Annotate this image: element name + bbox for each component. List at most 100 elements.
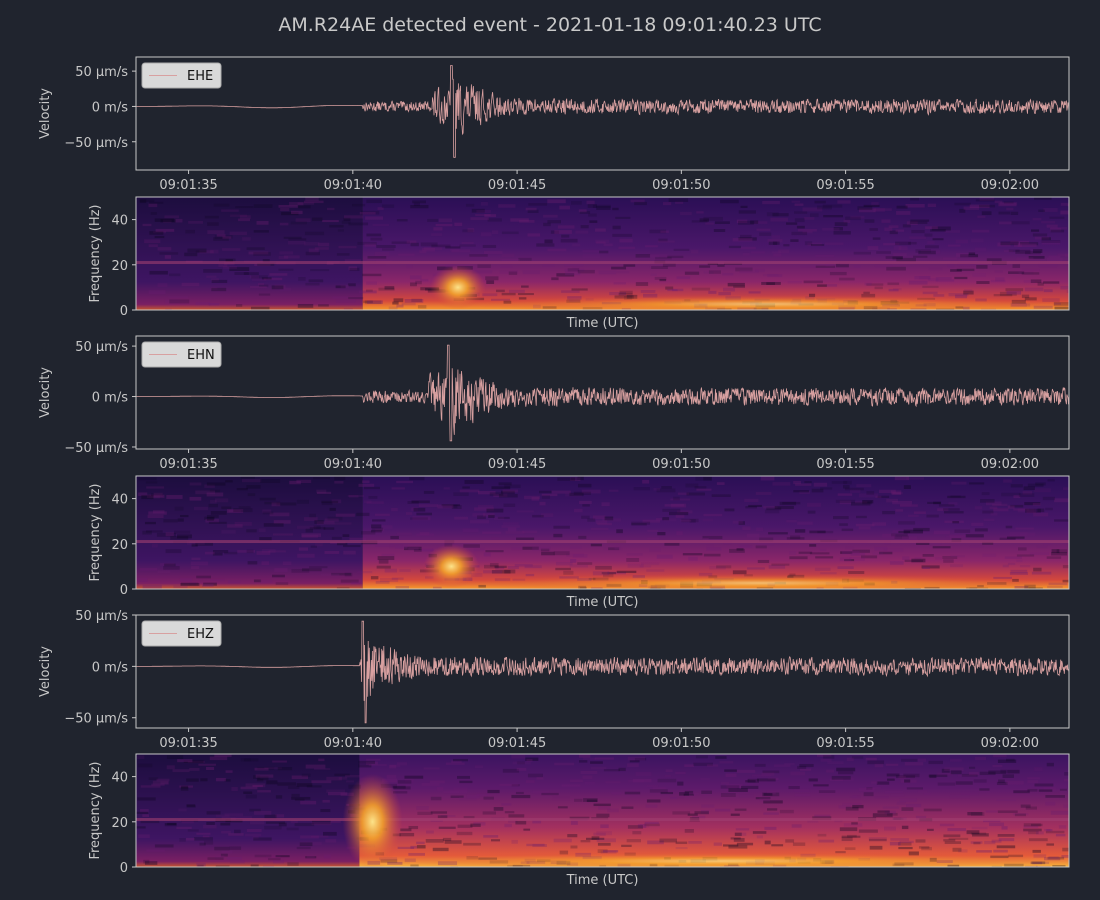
spectrogram-texture	[957, 774, 977, 777]
spectrogram-texture	[783, 244, 790, 247]
spectrogram-texture	[408, 825, 419, 830]
spectrogram-texture	[210, 287, 218, 290]
spectrogram-texture	[251, 278, 267, 282]
spectrogram-texture	[413, 507, 426, 512]
spectrogram-texture	[304, 517, 318, 522]
spectrogram-texture	[204, 215, 219, 219]
spectrogram-texture	[982, 541, 994, 545]
spectrogram-texture	[410, 282, 417, 287]
spectrogram-texture	[877, 495, 890, 498]
spectrogram-texture	[372, 519, 386, 522]
spectrogram-texture	[264, 825, 282, 830]
spectrogram-texture	[283, 255, 300, 259]
y-axis-label: Velocity	[38, 367, 53, 418]
spectrogram-texture	[269, 512, 290, 517]
spectrogram-texture	[586, 799, 598, 803]
spectrogram-texture	[1044, 828, 1051, 832]
spectrogram-texture	[990, 279, 1006, 283]
spectrogram-texture	[336, 542, 348, 546]
spectrogram-texture	[916, 542, 930, 545]
spectrogram-texture	[684, 764, 695, 767]
spectrogram-texture	[580, 225, 589, 229]
spectrogram-texture	[277, 767, 293, 771]
spectrogram-texture	[1013, 495, 1021, 499]
spectrogram-texture	[884, 227, 893, 232]
spectrogram-texture	[595, 228, 606, 232]
spectrogram-texture	[204, 484, 215, 488]
spectrogram-texture	[274, 568, 288, 572]
spectrogram-texture	[915, 839, 926, 843]
spectrogram-texture	[858, 788, 875, 792]
spectrogram-texture	[301, 533, 321, 537]
spectrogram-texture	[247, 561, 258, 565]
y-tick-label: 20	[111, 259, 128, 274]
spectrogram-texture	[954, 529, 971, 533]
spectrogram-texture	[376, 244, 396, 249]
spectrogram-texture	[487, 218, 502, 222]
spectrogram-texture	[976, 281, 990, 284]
spectrogram-texture	[348, 495, 359, 498]
spectrogram-texture	[601, 571, 616, 575]
spectrogram-texture	[1014, 813, 1026, 817]
spectrogram-texture	[807, 242, 822, 247]
spectrogram-texture	[526, 843, 545, 847]
spectrogram-texture	[968, 772, 979, 775]
spectrogram-texture	[1013, 508, 1030, 511]
spectrogram-texture	[435, 223, 453, 227]
spectrogram-texture	[999, 537, 1016, 540]
spectrogram-texture	[148, 777, 159, 781]
spectrogram-texture	[738, 210, 756, 214]
spectrogram-texture	[351, 581, 361, 585]
spectrogram-texture	[811, 488, 824, 493]
spectrogram-texture	[420, 287, 439, 291]
spectrogram-texture	[856, 484, 872, 488]
spectrogram-texture	[397, 846, 415, 849]
spectrogram-texture	[1050, 226, 1068, 230]
spectrogram-texture	[574, 508, 583, 513]
spectrogram-texture	[484, 564, 499, 569]
spectrogram-texture	[364, 243, 376, 247]
spectrogram-texture	[586, 837, 605, 840]
spectrogram-texture	[547, 220, 561, 224]
spectrogram-texture	[575, 230, 589, 234]
spectrogram-texture	[756, 228, 771, 231]
spectrogram-texture	[472, 270, 493, 274]
spectrogram-texture	[634, 201, 647, 206]
spectrogram-texture	[823, 755, 835, 759]
spectrogram-texture	[926, 828, 934, 831]
spectrogram-energy-peak	[429, 265, 486, 310]
spectrogram-texture	[935, 557, 943, 560]
spectrogram-texture	[998, 779, 1005, 783]
spectrogram-texture	[523, 828, 531, 831]
spectrogram-texture	[1032, 503, 1041, 506]
spectrogram-texture	[786, 222, 798, 225]
spectrogram-texture	[688, 556, 698, 561]
spectrogram-texture	[422, 548, 433, 552]
spectrogram-texture	[690, 249, 699, 254]
spectrogram-texture	[443, 791, 460, 794]
spectrogram-texture	[696, 211, 704, 214]
spectrogram-texture	[271, 285, 284, 290]
spectrogram-20hz-band	[136, 540, 1069, 544]
spectrogram-texture	[786, 519, 797, 523]
spectrogram-texture	[148, 203, 158, 208]
spectrogram-texture	[1034, 783, 1054, 787]
spectrogram-texture	[892, 492, 902, 495]
spectrogram-texture	[453, 787, 468, 791]
spectrogram-texture	[152, 780, 169, 785]
spectrogram-texture	[1042, 496, 1055, 501]
spectrogram-texture	[702, 518, 714, 522]
spectrogram-texture	[246, 529, 257, 533]
spectrogram-texture	[1066, 290, 1069, 293]
spectrogram-texture	[181, 282, 200, 287]
spectrogram-texture	[612, 233, 633, 237]
spectrogram-texture	[381, 553, 395, 557]
spectrogram-texture	[699, 218, 709, 222]
spectrogram-texture	[242, 237, 251, 241]
spectrogram-texture	[331, 499, 342, 504]
spectrogram-texture	[309, 513, 316, 518]
spectrogram-texture	[581, 515, 590, 519]
spectrogram-texture	[646, 799, 661, 803]
